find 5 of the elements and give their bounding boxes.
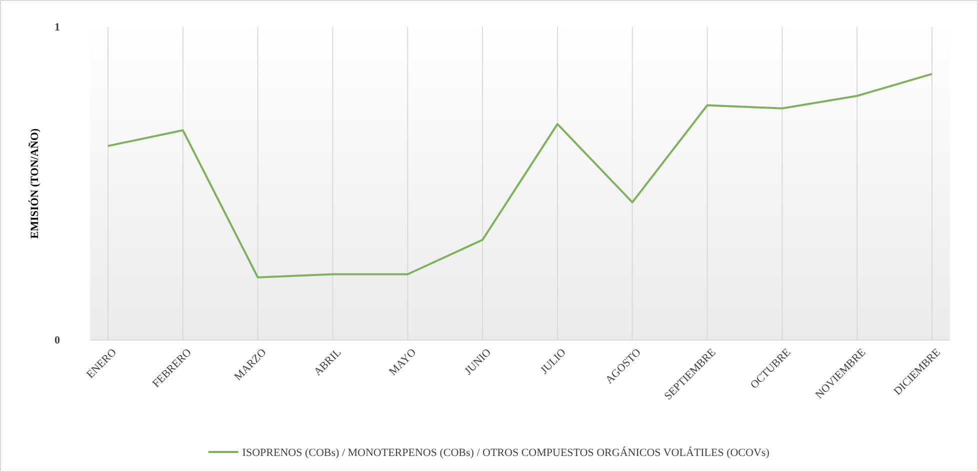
legend-label: ISOPRENOS (COBs) / MONOTERPENOS (COBs) / OTROS COMPUESTOS ORGÁNICOS VOLÁTILES (OCOVs) <box>242 446 770 459</box>
y-tick-label: 1 <box>54 22 60 34</box>
line-series <box>107 72 933 278</box>
y-axis-title: EMISIÓN (TON/AÑO) <box>28 128 41 239</box>
y-tick-label: 0 <box>54 334 60 347</box>
